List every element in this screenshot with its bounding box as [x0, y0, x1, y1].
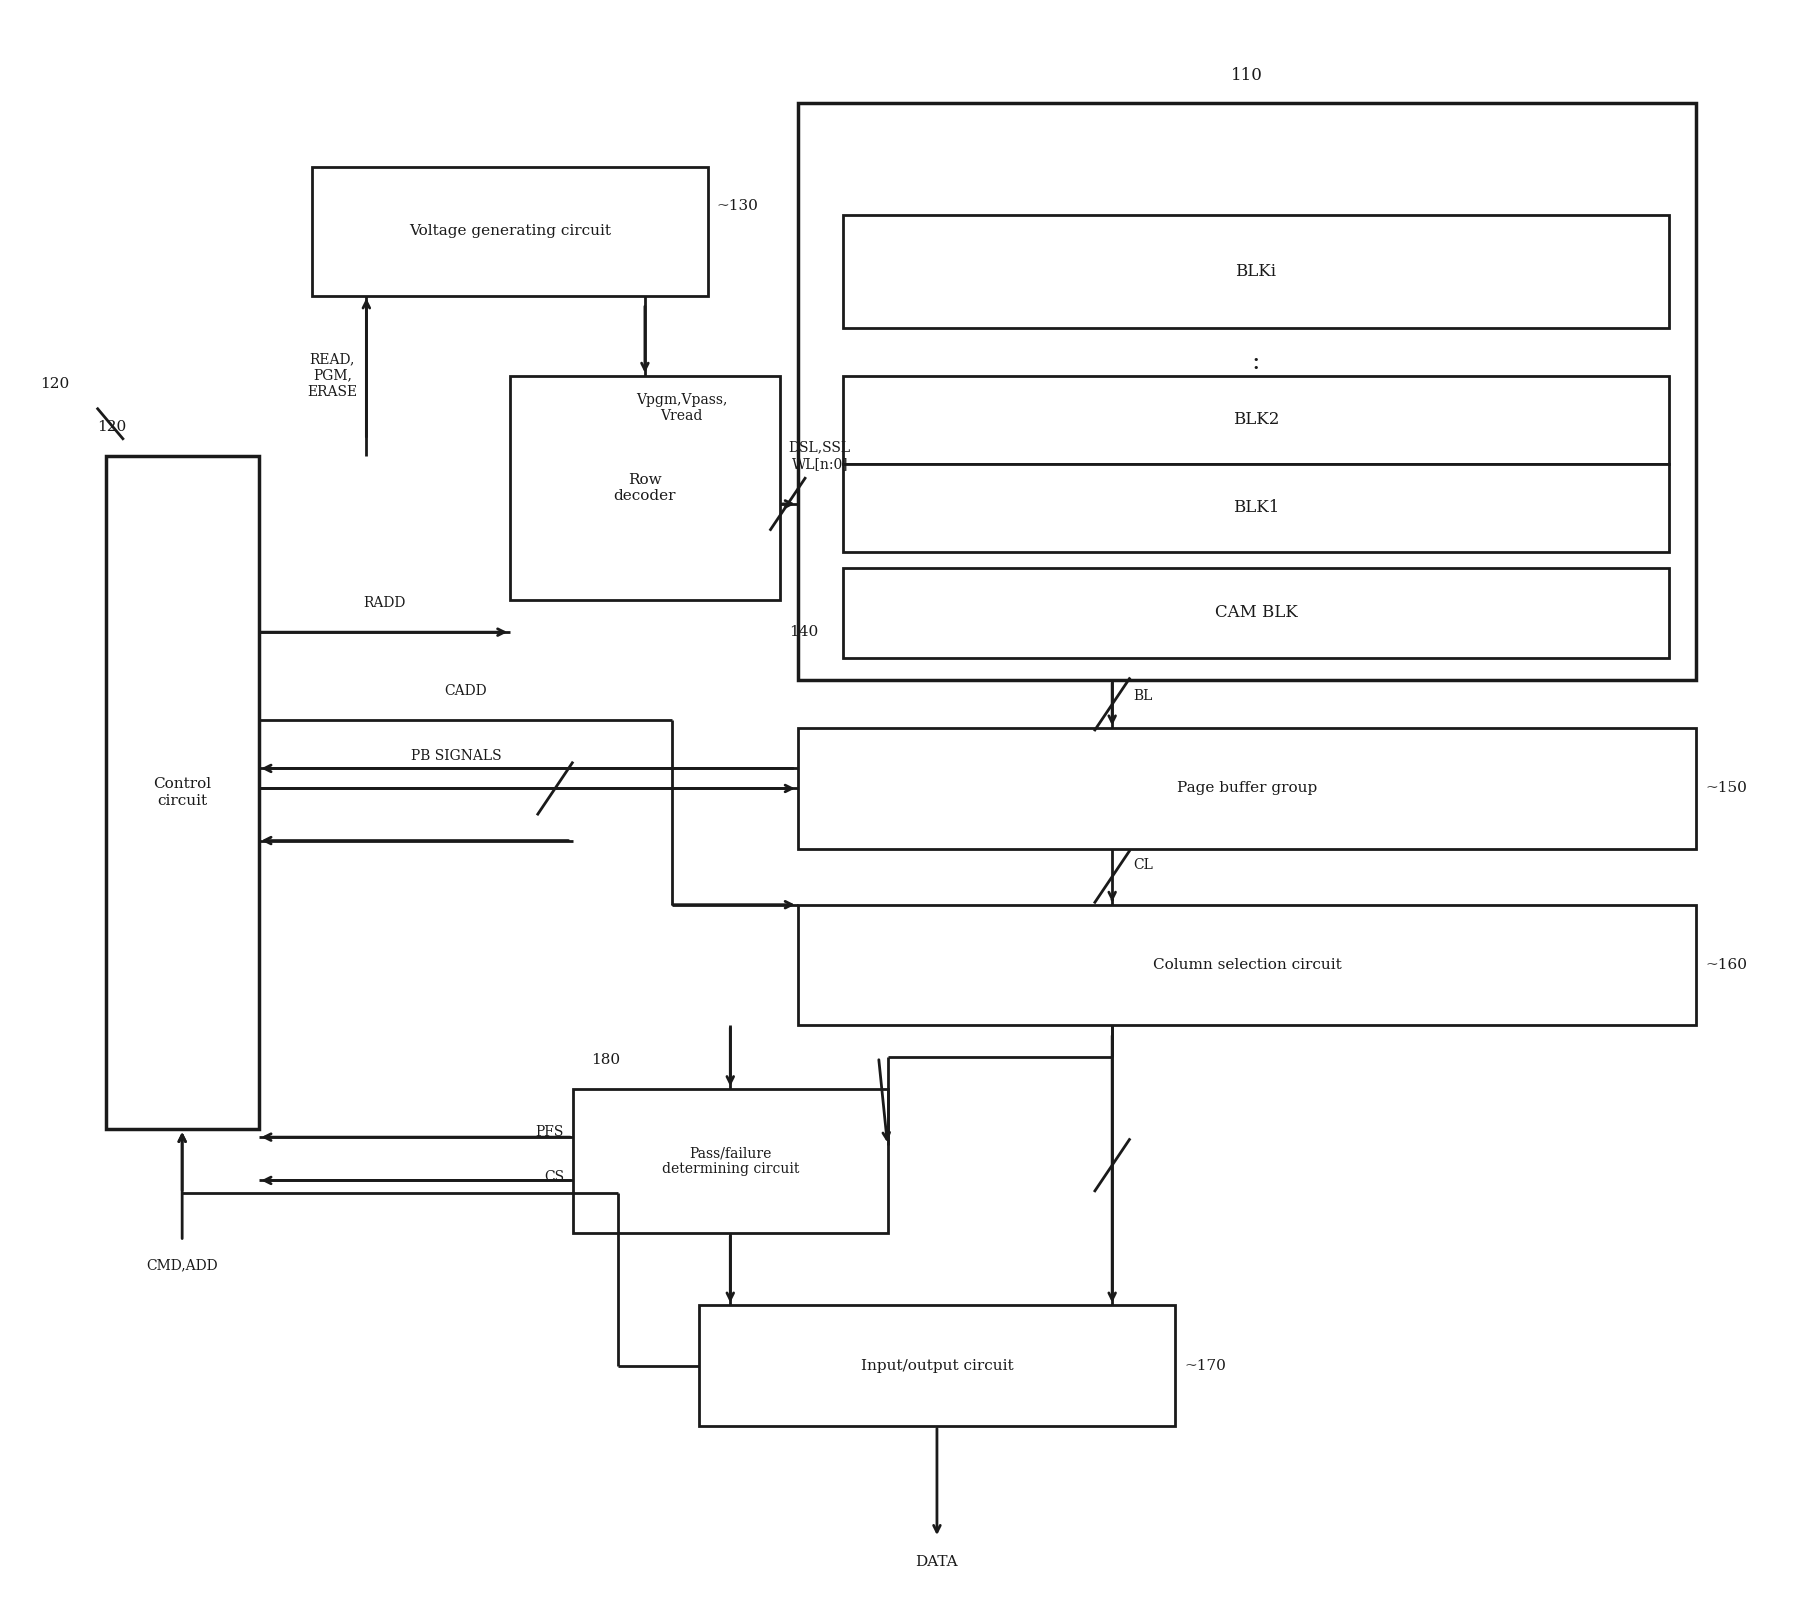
Text: :: :: [1251, 351, 1260, 374]
Bar: [699, 1305, 1175, 1426]
Text: READ,
PGM,
ERASE: READ, PGM, ERASE: [308, 353, 357, 399]
Text: Page buffer group: Page buffer group: [1177, 781, 1317, 796]
Text: ~150: ~150: [1706, 781, 1748, 796]
Text: Column selection circuit: Column selection circuit: [1152, 957, 1342, 972]
Text: CL: CL: [1134, 857, 1154, 872]
Bar: [842, 375, 1670, 464]
Text: CAM BLK: CAM BLK: [1215, 605, 1297, 621]
Text: 180: 180: [590, 1053, 619, 1067]
Bar: [511, 375, 781, 600]
Bar: [313, 167, 708, 296]
Text: Row
decoder: Row decoder: [614, 472, 676, 503]
Bar: [842, 568, 1670, 658]
Text: Input/output circuit: Input/output circuit: [860, 1358, 1014, 1373]
Text: CADD: CADD: [444, 684, 487, 699]
Text: Voltage generating circuit: Voltage generating circuit: [409, 225, 610, 238]
Text: ~160: ~160: [1706, 957, 1748, 972]
Text: PFS: PFS: [536, 1125, 563, 1140]
Bar: [842, 464, 1670, 551]
Text: BL: BL: [1134, 689, 1154, 703]
Text: BLK2: BLK2: [1233, 411, 1279, 429]
Text: DSL,SSL
WL[n:0]: DSL,SSL WL[n:0]: [788, 441, 851, 471]
Bar: [797, 904, 1697, 1025]
Text: PB SIGNALS: PB SIGNALS: [411, 749, 502, 763]
Text: BLKi: BLKi: [1235, 264, 1277, 280]
Bar: [797, 728, 1697, 849]
Text: 120: 120: [96, 420, 127, 433]
Text: Vpgm,Vpass,
Vread: Vpgm,Vpass, Vread: [636, 393, 728, 422]
Text: CS: CS: [543, 1171, 563, 1184]
Text: 140: 140: [788, 626, 819, 639]
Text: DATA: DATA: [916, 1556, 958, 1568]
Bar: [797, 103, 1697, 681]
Text: 120: 120: [40, 377, 71, 391]
Bar: [105, 456, 259, 1129]
Text: 110: 110: [1231, 68, 1262, 84]
Text: BLK1: BLK1: [1233, 500, 1279, 516]
Text: CMD,ADD: CMD,ADD: [147, 1258, 217, 1273]
Text: Control
circuit: Control circuit: [154, 778, 212, 807]
Text: ~130: ~130: [717, 199, 759, 213]
Bar: [572, 1088, 887, 1234]
Text: ~170: ~170: [1184, 1358, 1226, 1373]
Bar: [842, 215, 1670, 328]
Text: RADD: RADD: [364, 597, 406, 610]
Text: Pass/failure
determining circuit: Pass/failure determining circuit: [661, 1146, 799, 1176]
